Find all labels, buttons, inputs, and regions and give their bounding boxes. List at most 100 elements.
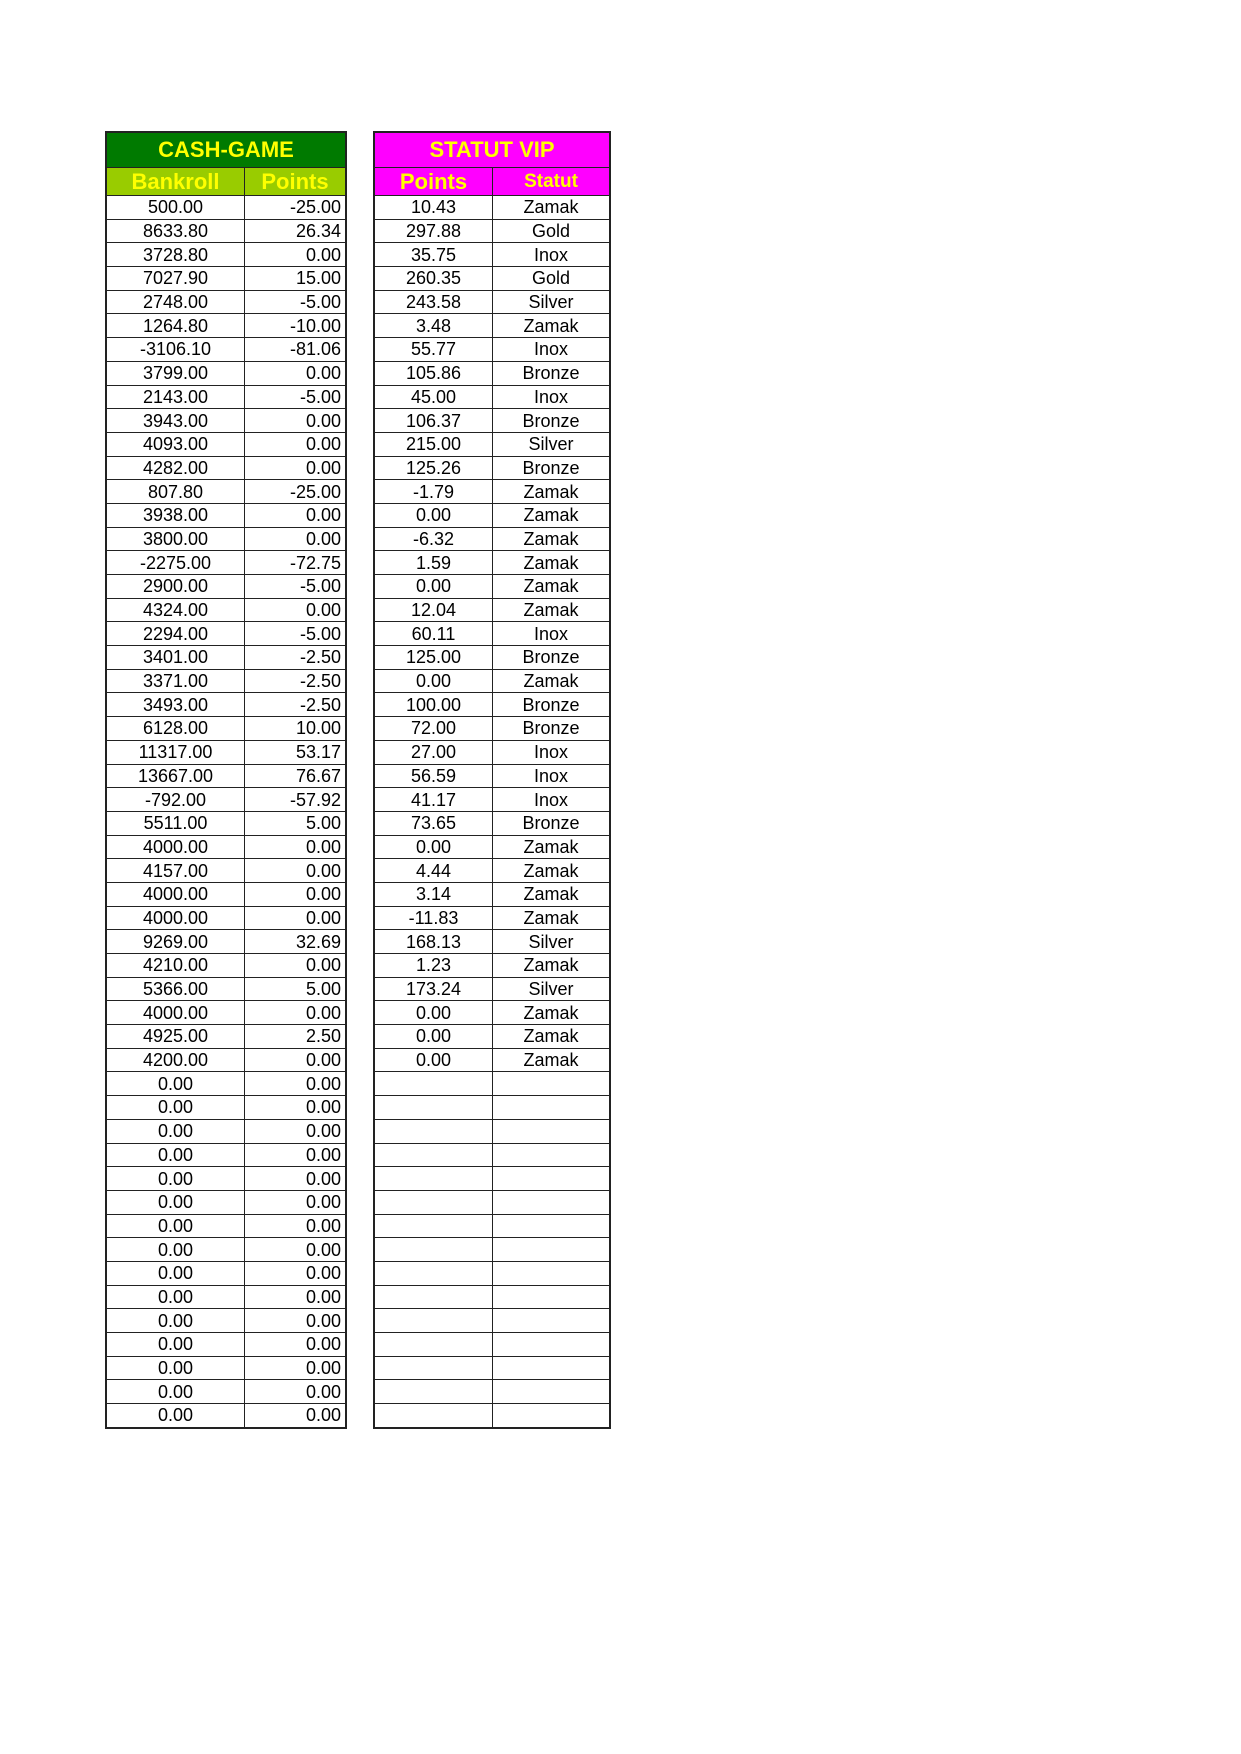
table-row: 0.00 Zamak <box>373 502 611 528</box>
table-row: 0.00 0.00 <box>105 1284 347 1310</box>
table-row: 3799.00 0.00 <box>105 360 347 386</box>
points-cell: 0.00 <box>244 455 347 481</box>
statut-cell: Inox <box>492 621 611 647</box>
bankroll-cell: 4157.00 <box>105 858 245 883</box>
table-row: 0.00 0.00 <box>105 1071 347 1097</box>
statut-cell: Zamak <box>492 834 611 860</box>
bankroll-cell: 4000.00 <box>105 905 245 931</box>
points-cell: 0.00 <box>244 1284 347 1310</box>
table-row: 4210.00 0.00 <box>105 953 347 978</box>
points-cell: 0.00 <box>244 1047 347 1073</box>
table-row: 243.58 Silver <box>373 289 611 315</box>
points-cell: -25.00 <box>244 195 347 220</box>
table-row: -11.83 Zamak <box>373 905 611 931</box>
table-row: 41.17 Inox <box>373 787 611 812</box>
points-cell: 105.86 <box>373 360 493 386</box>
table-row <box>373 1189 611 1215</box>
statut-cell: Zamak <box>492 574 611 599</box>
points-cell: 0.00 <box>373 574 493 599</box>
table-row: -2275.00 -72.75 <box>105 550 347 575</box>
bankroll-cell: 2143.00 <box>105 384 245 410</box>
bankroll-cell: 3493.00 <box>105 692 245 718</box>
statut-cell: Silver <box>492 289 611 315</box>
bankroll-cell: 0.00 <box>105 1332 245 1357</box>
table-row: 3.14 Zamak <box>373 881 611 907</box>
points-cell: -57.92 <box>244 787 347 812</box>
table-row: 3.48 Zamak <box>373 313 611 339</box>
points-cell: -2.50 <box>244 692 347 718</box>
table-row: 260.35 Gold <box>373 266 611 291</box>
cash-game-table: CASH-GAME Bankroll Points 500.00 -25.00 86… <box>105 131 347 1429</box>
statut-cell: Silver <box>492 431 611 457</box>
statut-cell: Inox <box>492 337 611 362</box>
bankroll-cell: 0.00 <box>105 1166 245 1191</box>
statut-cell: Zamak <box>492 905 611 931</box>
bankroll-cell: 4200.00 <box>105 1047 245 1073</box>
statut-cell: Gold <box>492 218 611 244</box>
points-cell: -2.50 <box>244 645 347 670</box>
points-cell: 0.00 <box>244 1379 347 1405</box>
points-cell: 0.00 <box>373 1047 493 1073</box>
points-cell: 53.17 <box>244 739 347 765</box>
points-cell: 45.00 <box>373 384 493 410</box>
points-cell: -5.00 <box>244 384 347 410</box>
points-cell: 0.00 <box>244 953 347 978</box>
table-row <box>373 1284 611 1310</box>
bankroll-cell: 8633.80 <box>105 218 245 244</box>
bankroll-cell: 0.00 <box>105 1118 245 1144</box>
table-row: 35.75 Inox <box>373 242 611 268</box>
points-cell: 100.00 <box>373 692 493 718</box>
bankroll-cell: 4000.00 <box>105 881 245 907</box>
points-cell: 0.00 <box>244 1095 347 1120</box>
table-row: 6128.00 10.00 <box>105 716 347 741</box>
statut-cell <box>492 1166 611 1191</box>
points-cell <box>373 1213 493 1239</box>
statut-cell: Zamak <box>492 1047 611 1073</box>
points-cell: 10.00 <box>244 716 347 741</box>
points-cell: 5.00 <box>244 810 347 836</box>
points-cell: 0.00 <box>244 1166 347 1191</box>
statut-cell: Zamak <box>492 881 611 907</box>
points-cell <box>373 1308 493 1333</box>
table-row: 0.00 Zamak <box>373 1047 611 1073</box>
bankroll-cell: 0.00 <box>105 1308 245 1333</box>
table-row: 55.77 Inox <box>373 337 611 362</box>
points-cell: 0.00 <box>244 1118 347 1144</box>
table-row: 4925.00 2.50 <box>105 1024 347 1049</box>
table-row: 0.00 0.00 <box>105 1260 347 1286</box>
statut-cell: Inox <box>492 242 611 268</box>
statut-cell <box>492 1308 611 1333</box>
points-cell: 55.77 <box>373 337 493 362</box>
table-row: 0.00 0.00 <box>105 1118 347 1144</box>
table-row: 1.59 Zamak <box>373 550 611 575</box>
points-cell: 215.00 <box>373 431 493 457</box>
table-row: 73.65 Bronze <box>373 810 611 836</box>
bankroll-cell: 0.00 <box>105 1284 245 1310</box>
points-cell: 0.00 <box>244 526 347 552</box>
table-row: 3728.80 0.00 <box>105 242 347 268</box>
table-row <box>373 1332 611 1357</box>
points-cell: 0.00 <box>373 1000 493 1026</box>
bankroll-cell: 0.00 <box>105 1355 245 1381</box>
table-row: 3401.00 -2.50 <box>105 645 347 670</box>
table-row: 12.04 Zamak <box>373 597 611 623</box>
statut-cell: Zamak <box>492 313 611 339</box>
bankroll-cell: 5366.00 <box>105 976 245 1002</box>
statut-cell: Inox <box>492 739 611 765</box>
table-row: 173.24 Silver <box>373 976 611 1002</box>
statut-cell: Bronze <box>492 645 611 670</box>
table-row: 125.26 Bronze <box>373 455 611 481</box>
table-row: -6.32 Zamak <box>373 526 611 552</box>
statut-cell: Zamak <box>492 526 611 552</box>
table-row: 4.44 Zamak <box>373 858 611 883</box>
bankroll-cell: 4000.00 <box>105 834 245 860</box>
table-row: 2748.00 -5.00 <box>105 289 347 315</box>
bankroll-cell: 807.80 <box>105 479 245 504</box>
points-cell: -25.00 <box>244 479 347 504</box>
points-cell: 243.58 <box>373 289 493 315</box>
table-row: 0.00 0.00 <box>105 1213 347 1239</box>
points-cell: 0.00 <box>373 668 493 694</box>
bankroll-cell: 0.00 <box>105 1403 245 1429</box>
table-row <box>373 1095 611 1120</box>
bankroll-cell: 7027.90 <box>105 266 245 291</box>
